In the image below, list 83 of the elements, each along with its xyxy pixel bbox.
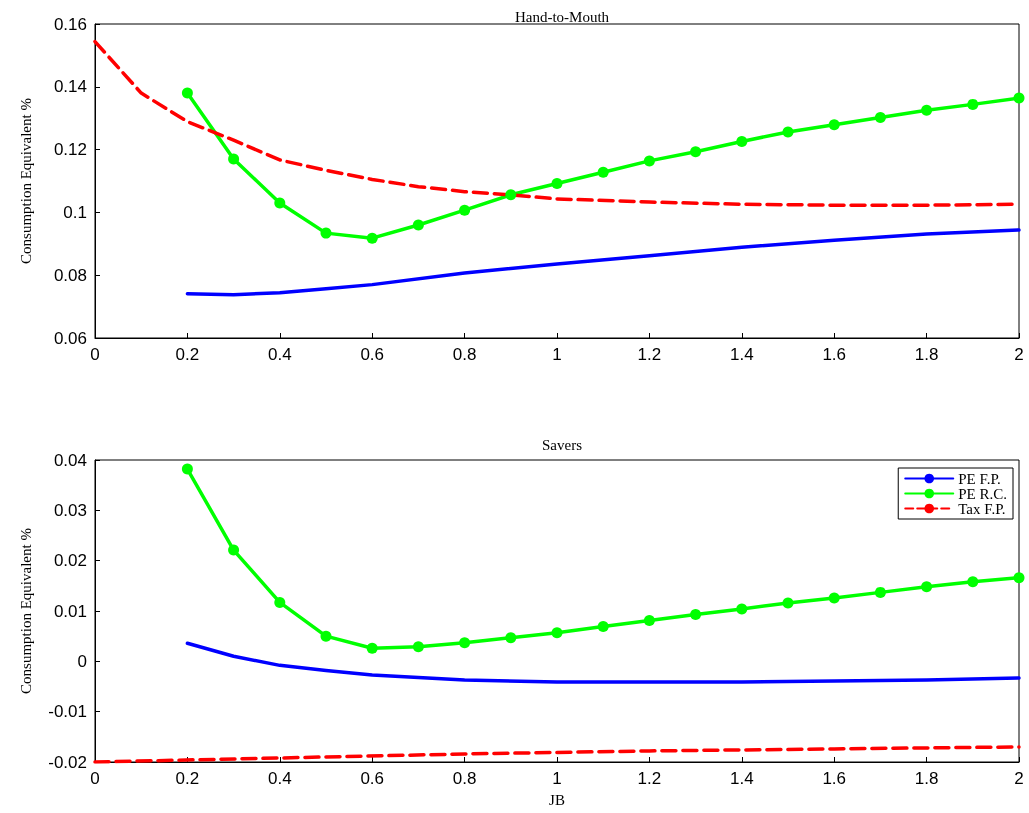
x-tick-label: 0 bbox=[90, 345, 100, 364]
point bbox=[551, 178, 563, 190]
point bbox=[412, 641, 424, 653]
y-axis-title: Consumption Equivalent % bbox=[17, 98, 34, 264]
x-tick-label: 1.6 bbox=[822, 769, 847, 788]
line-series bbox=[185, 641, 1021, 684]
point bbox=[874, 586, 886, 598]
y-tick-label: -0.02 bbox=[48, 752, 87, 772]
point bbox=[874, 112, 886, 124]
x-tick-label: 1.2 bbox=[637, 769, 662, 788]
point bbox=[643, 155, 655, 167]
y-tick-label: -0.01 bbox=[48, 702, 87, 722]
x-tick-label: 2 bbox=[1014, 345, 1024, 364]
y-tick-label: 0.16 bbox=[53, 14, 87, 34]
point bbox=[921, 104, 933, 116]
point bbox=[967, 98, 979, 110]
x-tick-label: 1.8 bbox=[914, 769, 939, 788]
x-tick-label: 2 bbox=[1014, 769, 1024, 788]
point bbox=[181, 463, 193, 475]
chart-title: Hand-to-Mouth bbox=[514, 8, 610, 25]
y-tick-label: 0.14 bbox=[53, 77, 87, 97]
point bbox=[274, 197, 286, 209]
x-tick-label: 1 bbox=[552, 345, 562, 364]
point bbox=[967, 576, 979, 588]
x-tick-label: 0.2 bbox=[175, 769, 200, 788]
point bbox=[459, 637, 471, 649]
point bbox=[412, 219, 424, 231]
y-tick-label: 0.04 bbox=[53, 450, 87, 470]
point bbox=[366, 232, 378, 244]
point bbox=[828, 119, 840, 131]
point bbox=[736, 135, 748, 147]
y-tick-label: 0.1 bbox=[63, 202, 87, 222]
point bbox=[597, 621, 609, 633]
point bbox=[782, 126, 794, 138]
chart-title: Savers bbox=[542, 436, 583, 453]
y-tick-label: 0.01 bbox=[53, 601, 87, 621]
y-tick-label: 0.12 bbox=[53, 140, 87, 160]
point bbox=[366, 642, 378, 654]
point bbox=[597, 166, 609, 178]
point bbox=[921, 581, 933, 593]
x-tick-label: 0.2 bbox=[175, 345, 200, 364]
x-tick-label: 1.6 bbox=[822, 345, 847, 364]
x-tick-label: 0.8 bbox=[452, 345, 477, 364]
point bbox=[782, 597, 794, 609]
point bbox=[690, 609, 702, 621]
x-tick-label: 1.2 bbox=[637, 345, 662, 364]
point bbox=[320, 227, 332, 239]
point bbox=[505, 189, 517, 201]
x-tick-label: 1 bbox=[552, 769, 562, 788]
x-tick-label: 0.4 bbox=[267, 345, 292, 364]
x-tick-label: 0 bbox=[90, 769, 100, 788]
y-tick-label: 0.06 bbox=[53, 328, 87, 348]
point bbox=[320, 630, 332, 642]
point bbox=[551, 627, 563, 639]
point bbox=[228, 153, 240, 165]
point bbox=[736, 603, 748, 615]
legend-label: PE R.C. bbox=[958, 485, 1007, 502]
x-tick-label: 0.4 bbox=[267, 769, 292, 788]
x-tick-label: 1.4 bbox=[729, 769, 754, 788]
point bbox=[1013, 92, 1025, 104]
y-axis-title: Consumption Equivalent % bbox=[17, 528, 34, 694]
x-tick-label: 0.6 bbox=[360, 769, 385, 788]
y-tick-label: 0.03 bbox=[53, 500, 87, 520]
point bbox=[274, 596, 286, 608]
point bbox=[228, 544, 240, 556]
point bbox=[643, 615, 655, 627]
x-tick-label: 0.8 bbox=[452, 769, 477, 788]
x-tick-label: 0.6 bbox=[360, 345, 385, 364]
x-tick-label: 1.4 bbox=[729, 345, 754, 364]
x-tick-label: 1.8 bbox=[914, 345, 939, 364]
legend-label: PE F.P. bbox=[958, 470, 1001, 487]
point bbox=[690, 146, 702, 158]
x-axis-title: JB bbox=[549, 791, 565, 808]
line-series bbox=[185, 228, 1021, 297]
y-tick-label: 0.08 bbox=[53, 265, 87, 285]
point bbox=[1013, 572, 1025, 584]
point bbox=[828, 592, 840, 604]
y-tick-label: 0 bbox=[77, 651, 87, 671]
y-tick-label: 0.02 bbox=[53, 551, 87, 571]
legend-label: Tax F.P. bbox=[958, 500, 1006, 517]
point bbox=[459, 204, 471, 216]
point bbox=[505, 632, 517, 644]
point bbox=[181, 87, 193, 99]
